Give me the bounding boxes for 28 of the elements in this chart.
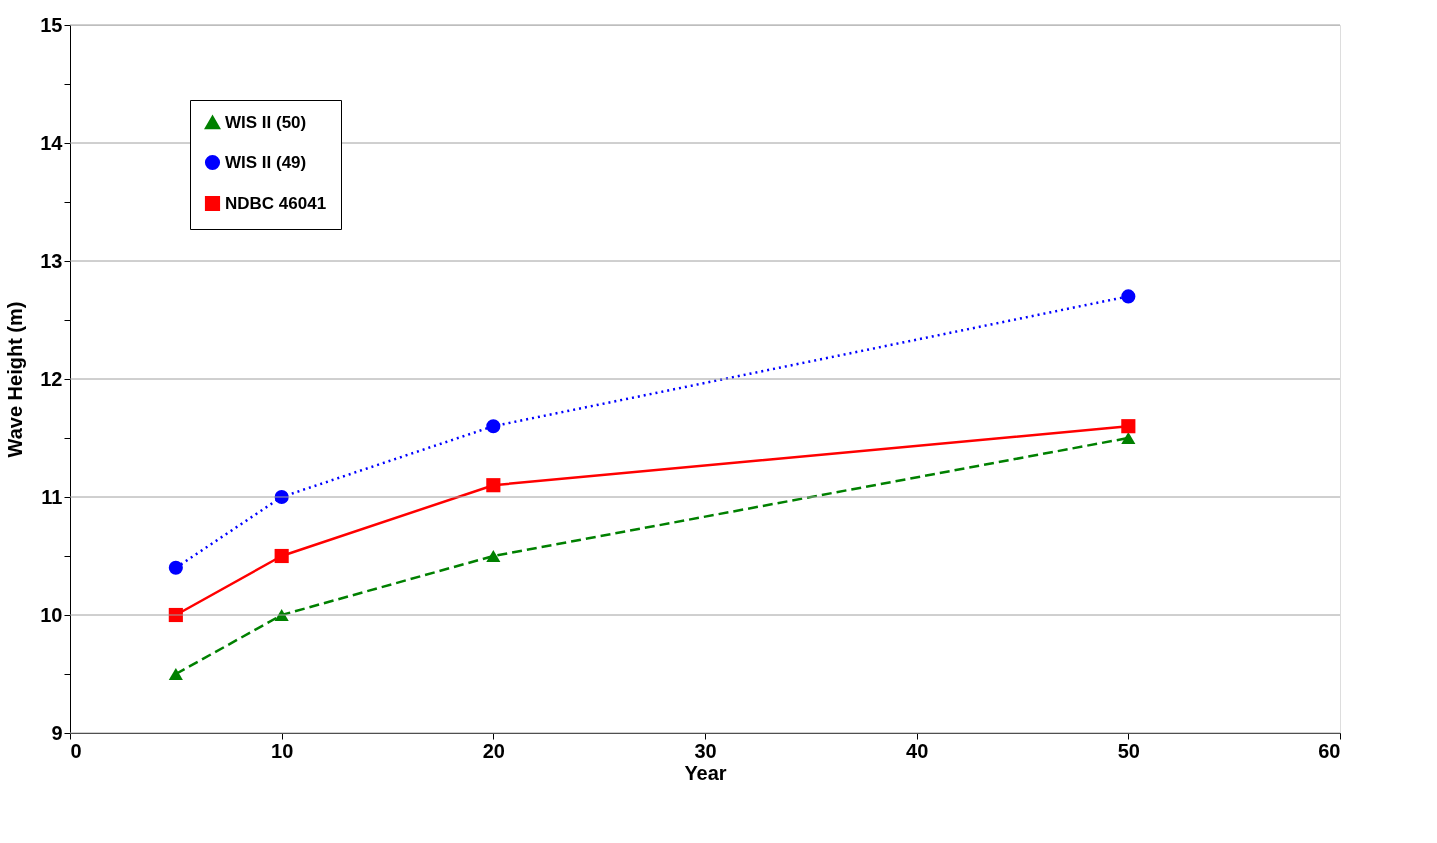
point [274,548,289,564]
y-tick-label: 11 [41,485,63,508]
x-tick-label: 10 [271,739,294,762]
x-tick-label: 40 [906,739,929,762]
y-tick-label: 9 [51,721,63,744]
legend-label: WIS II (50) [225,112,307,132]
point [486,549,501,563]
point [486,478,501,493]
y-axis-title: Wave Height (m) [4,301,27,458]
x-tick-label: 60 [1318,739,1341,762]
point [1121,431,1136,445]
point [486,419,501,434]
x-axis-title: Year [684,761,727,784]
y-tick-label: 12 [40,367,63,390]
x-tick-label: 0 [70,739,82,762]
point [1121,419,1136,434]
x-tick-label: 20 [482,739,505,762]
y-tick-label: 15 [40,13,63,36]
x-tick-label: 50 [1117,739,1140,762]
y-tick-label: 10 [40,603,63,626]
y-tick-label: 13 [40,249,63,272]
legend-label: NDBC 46041 [225,193,327,213]
x-tick-label: 30 [694,739,717,762]
legend-label: WIS II (49) [225,152,307,172]
point [168,560,183,575]
point [168,667,183,681]
y-tick-label: 14 [40,131,64,154]
point [1121,289,1136,304]
